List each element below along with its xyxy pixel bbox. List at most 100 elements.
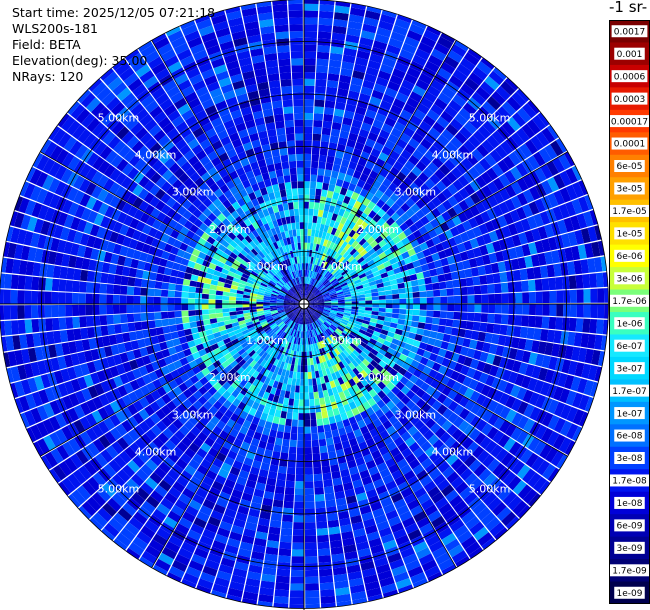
- range-gate: [170, 91, 184, 104]
- range-gate: [314, 99, 325, 108]
- range-gate: [328, 366, 335, 374]
- range-gate: [202, 207, 212, 218]
- range-gate: [164, 226, 174, 236]
- range-gate: [175, 284, 183, 292]
- range-gate: [494, 283, 502, 294]
- range-gate: [279, 361, 285, 369]
- range-gate: [113, 284, 121, 295]
- range-gate: [291, 357, 296, 365]
- range-gate: [552, 157, 565, 173]
- range-gate: [63, 241, 73, 255]
- range-gate: [224, 409, 234, 419]
- range-gate: [425, 359, 435, 369]
- range-gate: [425, 344, 434, 353]
- range-gate: [329, 533, 342, 542]
- range-gate: [109, 168, 122, 182]
- range-gate: [256, 296, 264, 300]
- range-gate: [315, 292, 322, 297]
- range-gate: [352, 276, 360, 282]
- range-gate: [216, 261, 225, 268]
- range-gate: [227, 345, 236, 353]
- range-gate: [120, 323, 129, 333]
- range-gate: [239, 221, 248, 230]
- range-gate: [410, 193, 421, 204]
- range-gate: [333, 252, 340, 260]
- range-gate: [369, 412, 379, 422]
- range-gate: [521, 243, 531, 257]
- range-gate: [408, 332, 417, 340]
- range-gate: [71, 489, 86, 505]
- range-gate: [304, 72, 316, 79]
- range-gate: [484, 220, 495, 233]
- range-gate: [123, 72, 139, 87]
- range-gate: [393, 121, 406, 133]
- range-gate: [374, 33, 390, 44]
- range-gate: [40, 139, 52, 154]
- range-gate: [306, 284, 310, 291]
- range-gate: [235, 215, 244, 225]
- range-gate: [553, 330, 562, 344]
- range-gate: [355, 434, 366, 444]
- range-gate: [156, 386, 167, 397]
- range-gate: [207, 552, 222, 564]
- range-gate: [468, 459, 482, 473]
- range-gate: [402, 275, 411, 283]
- range-gate: [308, 309, 313, 315]
- range-gate: [175, 138, 187, 151]
- range-gate: [416, 328, 425, 336]
- range-gate: [3, 305, 11, 320]
- range-gate: [320, 141, 329, 149]
- range-gate: [411, 19, 427, 30]
- range-gate: [364, 344, 373, 352]
- range-gate: [11, 320, 19, 335]
- range-gate: [239, 541, 253, 551]
- range-gate: [380, 497, 393, 508]
- range-gate: [317, 363, 322, 371]
- range-gate: [144, 417, 156, 429]
- range-gate: [292, 542, 304, 550]
- range-gate: [386, 390, 396, 400]
- range-gate: [279, 313, 287, 318]
- range-gate: [236, 367, 245, 375]
- range-gate: [477, 532, 493, 547]
- range-gate: [334, 261, 341, 269]
- range-gate: [475, 256, 485, 267]
- range-gate: [403, 370, 413, 380]
- range-gate: [416, 362, 426, 372]
- range-gate: [81, 258, 91, 270]
- range-gate: [235, 207, 245, 216]
- range-gate: [265, 328, 273, 335]
- range-gate: [263, 344, 270, 352]
- range-gate: [266, 318, 274, 323]
- range-gate: [363, 266, 371, 273]
- range-gate: [363, 366, 372, 375]
- range-gate: [558, 203, 570, 219]
- range-gate: [77, 128, 92, 144]
- range-gate: [66, 329, 75, 342]
- range-gate: [120, 275, 129, 286]
- range-gate: [249, 422, 258, 432]
- range-gate: [474, 304, 482, 313]
- range-gate: [189, 280, 198, 287]
- range-gate: [372, 418, 383, 428]
- range-gate: [218, 491, 231, 502]
- range-gate: [181, 109, 194, 121]
- range-gate: [155, 92, 170, 106]
- range-gate: [307, 222, 313, 230]
- range-gate: [405, 453, 417, 464]
- range-gate: [171, 115, 185, 128]
- range-gate: [365, 296, 373, 301]
- range-gate: [211, 480, 224, 491]
- range-gate: [556, 304, 564, 317]
- range-gate: [287, 460, 296, 468]
- range-gate: [569, 289, 577, 303]
- range-gate: [400, 431, 412, 442]
- range-gate: [274, 409, 282, 418]
- range-gate: [366, 531, 380, 542]
- range-gate: [281, 324, 287, 331]
- range-gate: [298, 324, 301, 331]
- range-gate: [546, 431, 560, 447]
- range-gate: [46, 331, 55, 345]
- range-gate: [304, 310, 306, 318]
- range-gate: [327, 317, 334, 323]
